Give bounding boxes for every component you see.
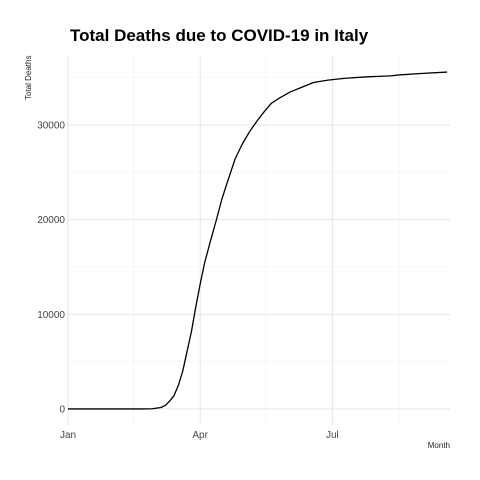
y-tick-label: 20000 — [37, 215, 65, 226]
tick-labels: 0 10000 20000 30000 Jan Apr Jul — [37, 121, 339, 441]
x-tick-label: Apr — [192, 430, 208, 441]
x-tick-label: Jan — [60, 430, 76, 441]
chart-title: Total Deaths due to COVID-19 in Italy — [70, 26, 369, 45]
y-tick-label: 10000 — [37, 310, 65, 321]
x-tick-label: Jul — [326, 430, 339, 441]
grid — [67, 56, 450, 425]
series-line-total-deaths — [68, 71, 448, 410]
y-tick-label: 30000 — [37, 121, 65, 132]
x-axis-label: Month — [427, 441, 450, 450]
y-tick-label: 0 — [59, 404, 65, 415]
series-layer — [68, 71, 448, 410]
